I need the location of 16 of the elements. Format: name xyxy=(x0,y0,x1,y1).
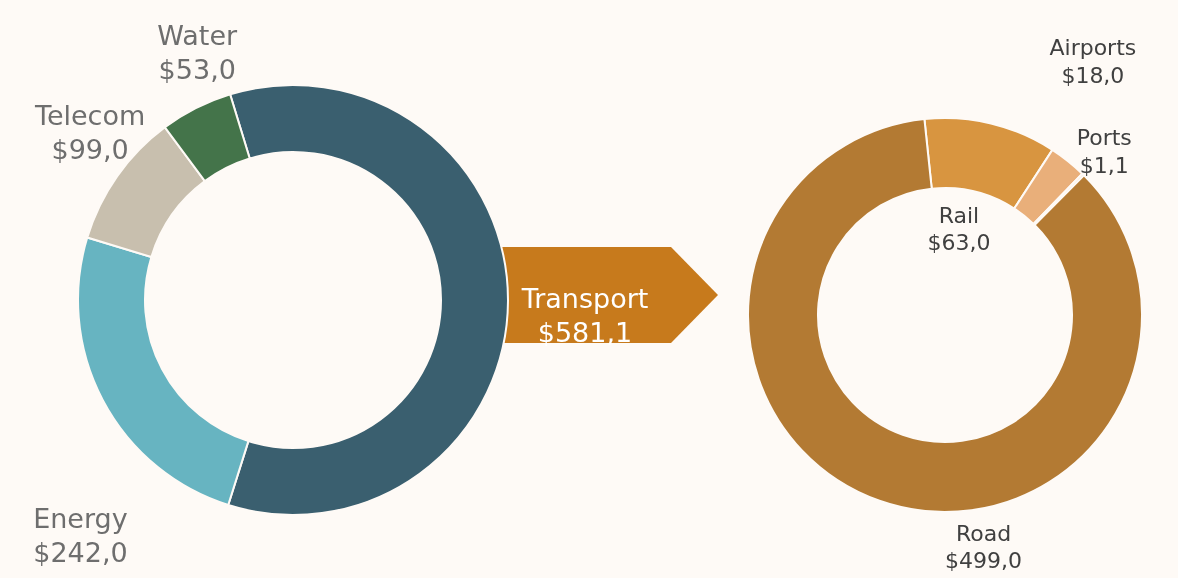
slice-label: Rail xyxy=(938,202,980,228)
data-label: $499,0 xyxy=(945,548,1023,574)
slice-label: Telecom xyxy=(33,100,146,132)
data-label: $99,0 xyxy=(51,134,129,166)
slice-label: Water xyxy=(157,19,239,51)
data-label: $63,0 xyxy=(927,230,991,256)
data-label: $581,1 xyxy=(537,316,633,348)
data-label: $18,0 xyxy=(1061,62,1125,88)
data-label: $242,0 xyxy=(33,536,128,568)
data-label: $53,0 xyxy=(158,53,236,85)
slice-label: Energy xyxy=(33,503,128,535)
slice-label: Airports xyxy=(1049,35,1137,61)
slice-label: Ports xyxy=(1076,125,1132,151)
slice-label: Transport xyxy=(520,283,649,314)
slice-label: Road xyxy=(955,520,1012,546)
data-label: $1,1 xyxy=(1079,152,1129,178)
